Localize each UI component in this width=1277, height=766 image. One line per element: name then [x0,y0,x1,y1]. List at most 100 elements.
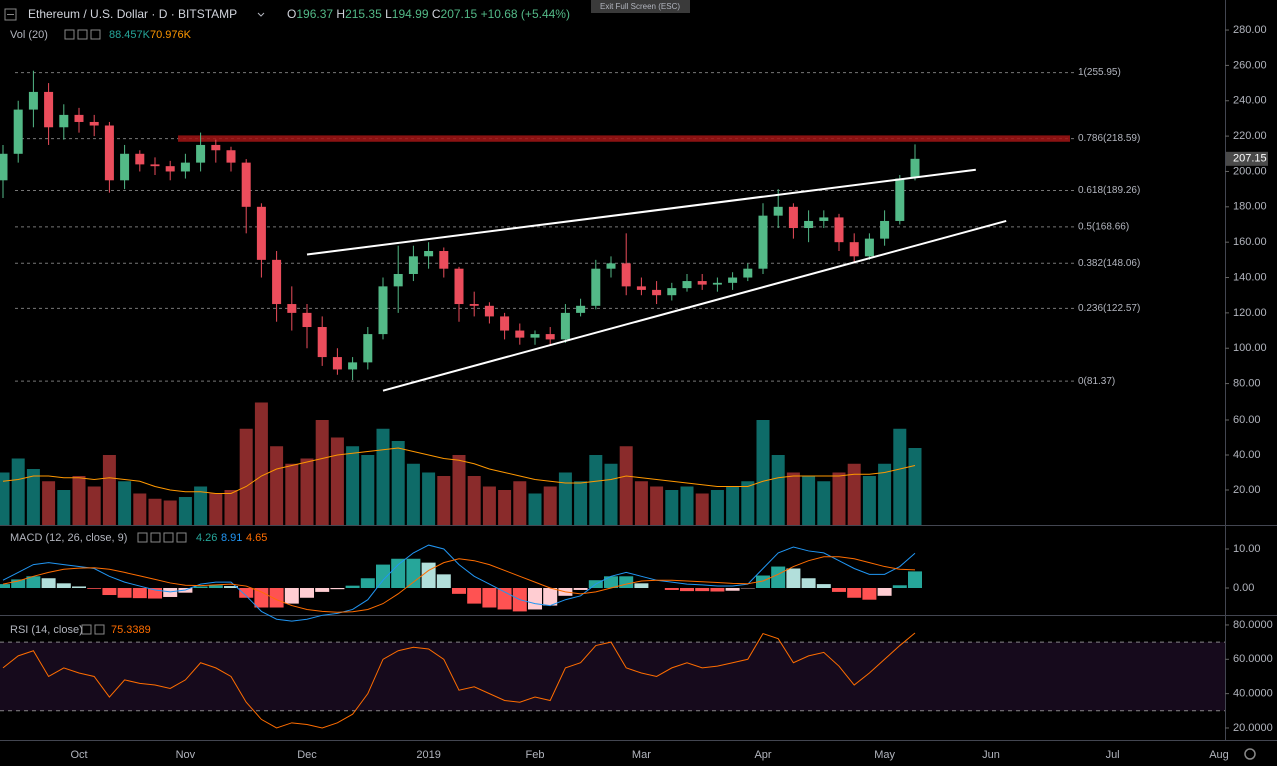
candle-body [652,289,662,296]
candle-body [439,251,449,269]
candle-body [484,305,494,317]
ohlc-value: 196.37 [296,7,333,21]
candle-body [256,206,266,260]
indicator-icons[interactable] [137,532,187,543]
macd-histogram-bar [604,576,618,589]
macd-histogram-bar [482,588,497,608]
candle-body [591,268,601,306]
y-tick-label: 260.00 [1233,59,1267,71]
collapse-icon[interactable] [4,8,17,21]
candle-body [819,217,829,221]
volume-title: Vol (20) [10,29,48,41]
volume-bar [254,402,268,525]
macd-histogram-bar [224,586,238,589]
signal-line [2,556,916,613]
volume-bar [680,486,694,525]
macd-histogram-bar [376,564,390,589]
macd-histogram-bar [56,583,71,589]
macd-histogram-bar [467,588,482,604]
ohlc-value: 207.15 [441,7,478,21]
volume-ma-value: 70.976K [150,29,192,41]
candle-body [393,273,403,287]
candle-body [834,217,844,243]
candle-body [89,121,99,126]
macd-histogram-bar [41,578,56,589]
macd-histogram-bar [26,576,41,589]
volume-bar [893,428,907,525]
macd-histogram-bar [269,588,284,608]
macd-histogram-bar [573,588,588,590]
volume-bar [285,463,299,525]
candle-body [895,178,905,221]
x-tick-label: Mar [632,749,651,761]
volume-bar [847,463,861,525]
x-tick-label: Apr [754,749,771,761]
candle-body [165,166,175,172]
volume-bar [817,481,831,525]
volume-bar [315,420,329,525]
fib-label: 0.5(168.66) [1078,222,1129,233]
volume-bar [194,486,208,525]
volume-bar [482,486,496,525]
fib-label: 1(255.95) [1078,67,1121,78]
last-price-label: 207.15 [1233,153,1267,165]
volume-bar [665,490,679,525]
resistance-zone [178,135,1070,142]
y-tick-label: 20.00 [1233,484,1261,496]
fib-label: 0.382(148.06) [1078,258,1140,269]
macd-histogram-bar [908,571,922,589]
ohlc-label: L [385,7,392,21]
candle-body [500,316,510,331]
macd-histogram-bar [756,575,770,589]
volume-bar [42,481,56,525]
candle-body [880,220,890,239]
macd-histogram-bar [832,588,846,592]
volume-bar [133,493,147,525]
volume-bar [11,458,25,525]
exit-fullscreen-button[interactable] [591,0,690,13]
candle-body [211,144,221,151]
candle-body [408,256,418,274]
macd-histogram-bar [664,588,679,590]
candle-body [0,153,8,181]
trendline [382,219,1007,392]
plot-area: 1(255.95) 0.786(218.59) 0.618(189.26) 0.5(1… [0,24,1273,761]
candle-body [180,162,190,172]
volume-bar [346,446,360,525]
candle-body [773,206,783,216]
macd-histogram-bar [877,588,892,596]
candle-body [728,277,738,283]
x-tick-label: Dec [297,749,317,761]
y-tick-label: 240.00 [1233,95,1267,107]
volume-bar [224,490,238,525]
rsi-line [2,632,916,729]
macd-histogram-bar [801,578,816,589]
macd-histogram-bar [284,588,299,604]
volume-bar [710,490,724,525]
volume-bar [118,481,132,525]
macd-histogram-bar [345,585,360,589]
macd-histogram-bar [680,588,694,592]
x-tick-label: Oct [70,749,87,761]
candle-body [758,215,768,269]
x-tick-label: Aug [1209,749,1229,761]
indicator-icons[interactable] [81,624,105,635]
volume-bar [558,472,572,525]
x-tick-label: Feb [526,749,545,761]
volume-bar [87,486,101,525]
volume-bar [741,481,755,525]
candle-body [697,281,707,285]
candle-body [576,305,586,313]
macd-histogram-bar [330,588,345,590]
volume-bar [878,463,892,525]
symbol-caret[interactable] [257,12,265,17]
fib-label: 0(81.37) [1078,376,1115,387]
candle-body [864,238,874,257]
exit-fullscreen-label[interactable]: Exit Full Screen (ESC) [600,2,680,11]
settings-icon[interactable] [1244,748,1256,760]
symbol-title[interactable]: Ethereum / U.S. Dollar · D · BITSTAMP [28,7,237,21]
ohlc-legend: O196.37 H215.35 L194.99 C207.15 +10.68 (… [287,7,570,21]
indicator-icons[interactable] [64,29,101,40]
candle-body [469,304,479,306]
y-tick-label: 60.0000 [1233,653,1273,665]
